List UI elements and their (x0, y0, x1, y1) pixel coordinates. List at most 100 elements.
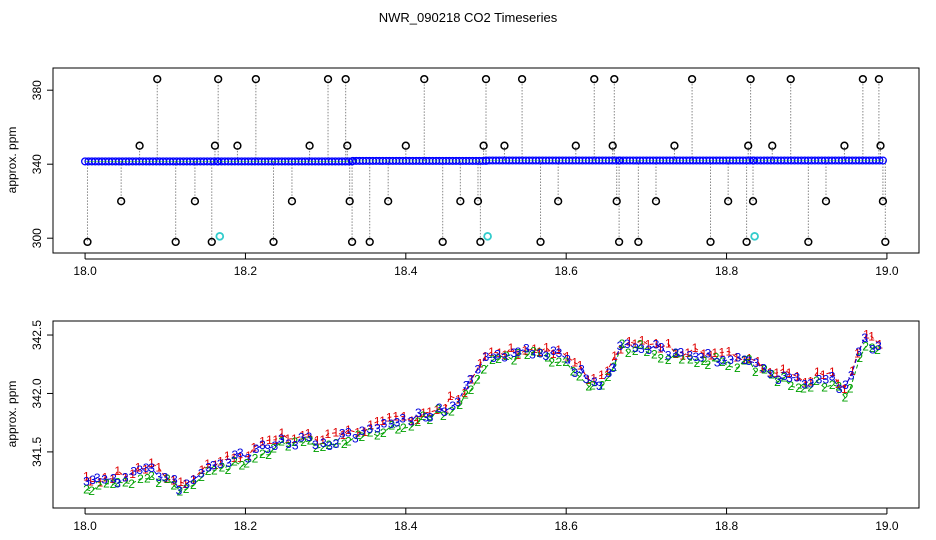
series-3-marker: 3 (237, 446, 244, 460)
series-1-marker: 1 (692, 341, 699, 355)
series-2-marker: 2 (367, 425, 374, 439)
series-3-marker: 3 (842, 378, 849, 392)
top-x-tick-label: 18.0 (73, 264, 97, 278)
series-1-marker: 1 (632, 337, 639, 351)
outlier-point (878, 197, 888, 206)
series-3-marker: 3 (333, 437, 340, 451)
series-3-marker: 3 (190, 473, 197, 487)
series-3-marker: 3 (298, 431, 305, 445)
series-3-marker: 3 (753, 356, 760, 370)
series-3-marker: 3 (245, 452, 252, 466)
series-3-marker: 3 (83, 474, 90, 488)
outlier-point (384, 197, 393, 206)
outlier-point (305, 141, 314, 150)
series-2-marker: 2 (414, 415, 421, 429)
outlier-point (614, 237, 624, 247)
series-1-marker: 1 (550, 347, 557, 361)
series-1-marker: 1 (802, 376, 809, 390)
series-2-marker: 2 (468, 383, 475, 397)
series-1-marker: 1 (514, 348, 521, 362)
outlier-point (233, 141, 242, 150)
series-2-marker: 2 (821, 381, 828, 395)
top-y-tick-label: 300 (30, 228, 44, 248)
series-2-marker: 2 (137, 472, 144, 486)
series-3-marker: 3 (501, 351, 508, 365)
series-2-marker: 2 (576, 369, 583, 383)
series-2-marker: 2 (619, 337, 626, 351)
series-1-marker: 1 (657, 341, 664, 355)
outlier-point (251, 74, 261, 84)
series-3-marker: 3 (578, 363, 585, 377)
series-1-marker: 1 (461, 386, 468, 400)
series-3-marker: 3 (537, 347, 544, 361)
series-1-marker: 1 (794, 369, 801, 383)
series-3-marker: 3 (515, 345, 522, 359)
series-3-marker: 3 (292, 438, 299, 452)
series-2-marker: 2 (687, 353, 694, 367)
series-2-marker: 2 (114, 475, 121, 489)
series-1-marker: 1 (555, 343, 562, 357)
series-2-marker: 2 (536, 346, 543, 360)
series-3-marker: 3 (698, 351, 705, 365)
series-1-marker: 1 (250, 440, 257, 454)
series-2-marker: 2 (456, 398, 463, 412)
outlier-point (343, 141, 352, 150)
series-3-line (86, 336, 879, 492)
series-1-marker: 1 (231, 451, 238, 465)
series-2-marker: 2 (515, 346, 522, 360)
series-2-marker: 2 (380, 426, 387, 440)
series-2-marker: 2 (374, 429, 381, 443)
series-2-marker: 2 (495, 352, 502, 366)
series-1-marker: 1 (536, 345, 543, 359)
series-2-marker: 2 (657, 351, 664, 365)
series-2-marker: 2 (300, 435, 307, 449)
series-3-marker: 3 (306, 430, 313, 444)
series-3-marker: 3 (467, 372, 474, 386)
outlier-point (746, 74, 755, 84)
series-2-marker: 2 (325, 438, 332, 452)
outlier-point (347, 237, 357, 247)
series-3-marker: 3 (183, 477, 190, 491)
series-3-marker: 3 (829, 369, 836, 383)
series-3-marker: 3 (836, 382, 843, 396)
series-2-marker: 2 (155, 476, 162, 490)
top-x-tick-label: 18.4 (394, 264, 418, 278)
outlier-point (345, 197, 354, 206)
outlier-point (135, 141, 144, 150)
series-1-marker: 1 (577, 358, 584, 372)
series-1-marker: 1 (414, 413, 421, 427)
series-3-marker: 3 (591, 375, 598, 389)
series-1-marker: 1 (653, 337, 660, 351)
outlier-point (804, 237, 813, 247)
series-1-marker: 1 (83, 469, 90, 483)
series-2-marker: 2 (585, 379, 592, 393)
outlier-point (479, 141, 488, 150)
series-1-marker: 1 (707, 349, 714, 363)
series-2-marker: 2 (238, 459, 245, 473)
series-1-marker: 1 (148, 456, 155, 470)
outlier-point (876, 141, 885, 150)
series-2-marker: 2 (190, 478, 197, 492)
series-2-marker: 2 (719, 355, 726, 369)
series-1-marker: 1 (155, 461, 162, 475)
series-3-marker: 3 (225, 456, 232, 470)
series-3-marker: 3 (408, 415, 415, 429)
series-1-marker: 1 (212, 458, 219, 472)
series-3-marker: 3 (583, 372, 590, 386)
series-2-marker: 2 (83, 483, 90, 497)
outlier-point (323, 74, 333, 84)
series-2-marker: 2 (291, 435, 298, 449)
series-1-marker: 1 (314, 434, 321, 448)
series-1-marker: 1 (279, 426, 286, 440)
series-3-marker: 3 (741, 353, 748, 367)
series-3-marker: 3 (381, 417, 388, 431)
series-1-marker: 1 (863, 327, 870, 341)
series-3-marker: 3 (264, 442, 271, 456)
series-1-marker: 1 (700, 347, 707, 361)
outlier-point (269, 237, 278, 247)
series-1-marker: 1 (135, 460, 142, 474)
series-1-marker: 1 (746, 352, 753, 366)
series-2-marker: 2 (768, 367, 775, 381)
special-point (215, 232, 225, 241)
series-1-marker: 1 (299, 429, 306, 443)
